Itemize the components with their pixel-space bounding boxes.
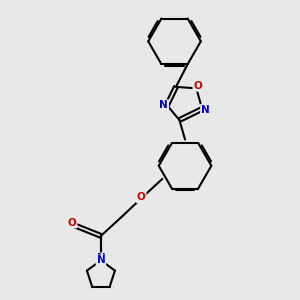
Text: N: N <box>97 255 105 266</box>
Text: N: N <box>201 105 210 115</box>
Text: N: N <box>97 253 105 263</box>
Text: O: O <box>193 81 202 91</box>
Text: O: O <box>137 192 146 202</box>
Text: N: N <box>160 100 168 110</box>
Text: O: O <box>68 218 76 228</box>
